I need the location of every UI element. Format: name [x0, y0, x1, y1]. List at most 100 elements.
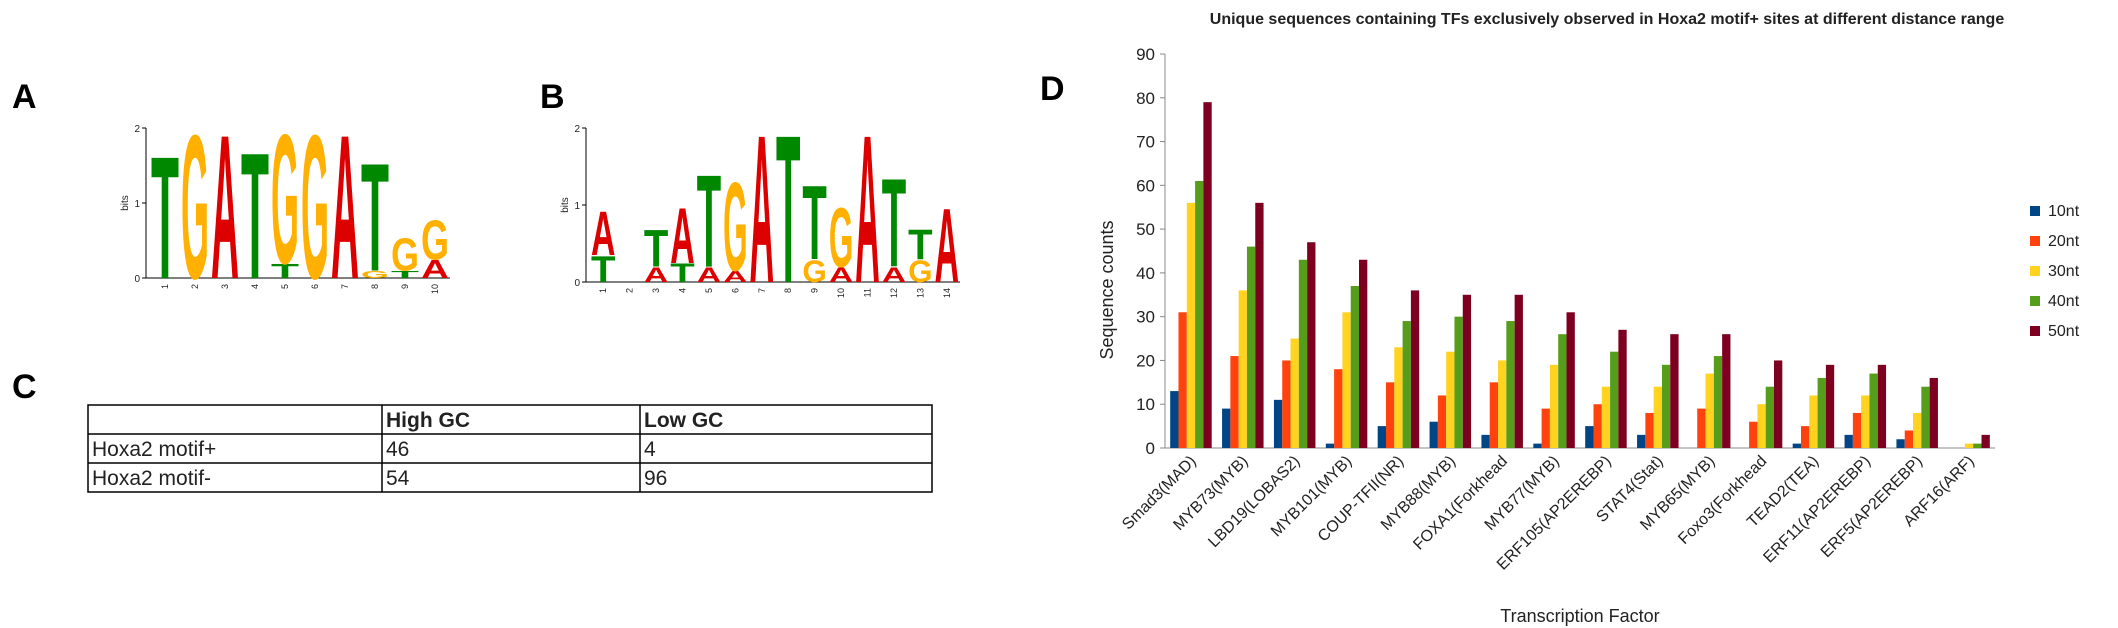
bar — [1410, 290, 1420, 448]
position-label: 2 — [625, 288, 635, 293]
y-tick-label: 0 — [1146, 439, 1155, 458]
position-label: 6 — [730, 288, 740, 293]
table-cell: 96 — [644, 467, 667, 490]
position-label: 6 — [310, 284, 320, 289]
position-label: 7 — [340, 284, 350, 289]
position-label: 9 — [400, 284, 410, 289]
bar — [1705, 373, 1714, 448]
logo-letter: A — [331, 93, 359, 322]
bar — [1713, 356, 1723, 448]
bar — [1402, 321, 1411, 448]
bar — [1973, 443, 1982, 448]
bar — [1593, 404, 1602, 448]
logo-letter: G — [361, 269, 389, 281]
position-label: 3 — [220, 284, 230, 289]
bar — [1533, 443, 1542, 448]
bar — [1222, 408, 1231, 448]
x-tick-label: LBD19(LOBAS2) — [1205, 453, 1303, 551]
table-header: Low GC — [644, 409, 723, 432]
bar — [1661, 364, 1671, 448]
legend-swatch — [2030, 326, 2040, 336]
legend-swatch — [2030, 206, 2040, 216]
y-tick-label: 1 — [134, 199, 140, 210]
bar — [1653, 386, 1662, 448]
y-tick-label: 60 — [1136, 176, 1155, 195]
logo-letter: T — [241, 115, 269, 317]
bar — [1359, 259, 1368, 448]
bar — [1913, 412, 1922, 448]
y-axis-label: Sequence counts — [1097, 220, 1117, 359]
bar — [1861, 395, 1870, 448]
legend-swatch — [2030, 236, 2040, 246]
bar — [1964, 443, 1974, 448]
logo-letter: T — [670, 259, 695, 289]
y-tick-label: 10 — [1136, 395, 1155, 414]
bar — [1498, 360, 1507, 448]
table-cell: Hoxa2 motif- — [92, 467, 211, 490]
position-label: 12 — [889, 288, 899, 298]
position-label: 3 — [651, 288, 661, 293]
bar — [1852, 412, 1862, 448]
bar — [1981, 434, 1990, 448]
x-tick-label: ERF5(AP2EREBP) — [1818, 453, 1926, 561]
legend-swatch — [2030, 296, 2040, 306]
bar — [1195, 180, 1204, 448]
logo-letter: G — [421, 209, 449, 272]
logo-letter: T — [151, 119, 179, 315]
x-tick-label: Foxo3(Forkhead — [1675, 453, 1770, 548]
bar — [1481, 434, 1490, 448]
bar — [1904, 430, 1914, 448]
position-label: 7 — [757, 288, 767, 293]
position-label: 10 — [430, 284, 440, 294]
logo-letter: A — [697, 263, 721, 287]
bar — [1489, 382, 1499, 448]
bar — [1230, 356, 1239, 448]
bar — [1800, 426, 1810, 448]
bar — [1298, 259, 1308, 448]
logo-letter: T — [697, 149, 721, 296]
y-tick-label: 30 — [1136, 308, 1155, 327]
logo-letter: T — [776, 92, 800, 328]
logo-letter: G — [271, 97, 299, 303]
bar — [1566, 312, 1575, 448]
y-tick-label: 70 — [1136, 133, 1155, 152]
logo-letter: G — [391, 229, 419, 281]
bar — [1255, 202, 1264, 448]
x-tick-label: FOXA1(Forkhead — [1410, 453, 1511, 554]
y-tick-label: 90 — [1136, 45, 1155, 64]
bar — [1749, 421, 1758, 448]
bar — [1334, 369, 1343, 448]
bar — [1877, 364, 1887, 448]
bar — [1178, 312, 1187, 448]
bar — [1896, 439, 1905, 448]
bar — [1792, 443, 1801, 448]
bar — [1446, 351, 1455, 448]
bar — [1645, 412, 1654, 448]
position-label: 1 — [160, 284, 170, 289]
table-cell: 54 — [386, 467, 410, 490]
table-cell: 46 — [386, 438, 409, 461]
bar — [1722, 334, 1731, 448]
y-axis-label: bits — [560, 197, 571, 213]
bar — [1273, 399, 1283, 448]
table-cell: 4 — [644, 438, 656, 461]
bar — [1342, 312, 1351, 448]
y-tick-label: 2 — [134, 124, 140, 135]
logo-letter: G — [301, 93, 329, 322]
panel-label: B — [540, 78, 565, 116]
legend-label: 30nt — [2048, 263, 2080, 280]
bar — [1385, 382, 1395, 448]
position-label: 5 — [704, 288, 714, 293]
position-label: 8 — [370, 284, 380, 289]
y-tick-label: 1 — [574, 201, 580, 212]
position-label: 4 — [678, 288, 688, 293]
logo-letter: A — [644, 263, 668, 287]
position-label: 2 — [190, 284, 200, 289]
bar — [1506, 321, 1515, 448]
bar — [1541, 408, 1550, 448]
logo-letter: T — [361, 131, 389, 304]
logo-letter: A — [591, 198, 615, 269]
bar — [1601, 386, 1611, 448]
bar — [1514, 294, 1523, 448]
bar — [1170, 391, 1179, 448]
